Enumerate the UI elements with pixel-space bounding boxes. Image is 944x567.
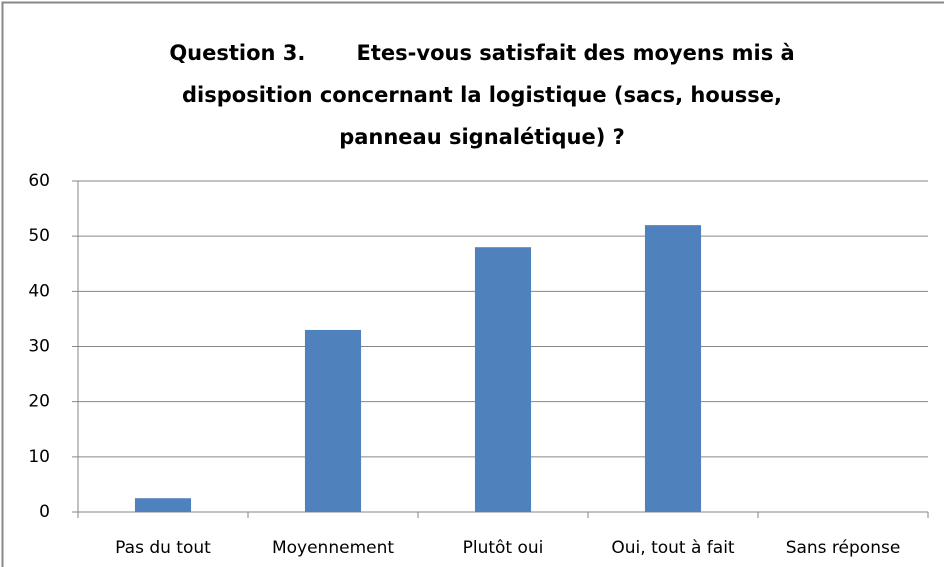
y-tick-label: 10 bbox=[28, 447, 50, 467]
bar bbox=[474, 247, 532, 512]
x-tick-label: Pas du tout bbox=[115, 538, 211, 558]
chart-title: Question 3. Etes-vous satisfait des moye… bbox=[169, 41, 794, 65]
x-tick-label: Moyennement bbox=[272, 538, 394, 558]
y-tick-label: 30 bbox=[28, 337, 50, 357]
x-tick-label: Plutôt oui bbox=[463, 538, 544, 558]
y-tick-label: 0 bbox=[39, 502, 50, 522]
chart-title: disposition concernant la logistique (sa… bbox=[182, 83, 782, 107]
bar bbox=[644, 225, 702, 512]
x-tick-label: Oui, tout à fait bbox=[611, 538, 735, 558]
y-tick-label: 20 bbox=[28, 392, 50, 412]
y-tick-label: 60 bbox=[28, 171, 50, 191]
y-tick-label: 50 bbox=[28, 226, 50, 246]
bar bbox=[134, 498, 192, 512]
x-tick-label: Sans réponse bbox=[786, 538, 901, 558]
y-tick-label: 40 bbox=[28, 281, 50, 301]
bar bbox=[304, 329, 362, 512]
chart-title: panneau signalétique) ? bbox=[339, 125, 625, 149]
